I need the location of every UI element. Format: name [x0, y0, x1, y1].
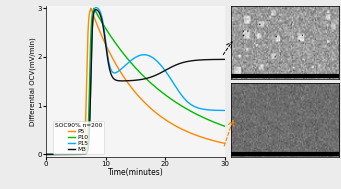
P5 — [89, 7, 93, 9]
P5 — [62, 153, 66, 156]
P5 — [184, 130, 188, 132]
P15 — [223, 109, 227, 112]
P15 — [187, 102, 191, 104]
M3 — [123, 80, 127, 82]
Line: P5: P5 — [46, 8, 225, 154]
M3 — [187, 60, 191, 62]
M3 — [94, 9, 98, 11]
P15 — [184, 99, 188, 101]
P15 — [44, 153, 48, 156]
M3 — [117, 80, 121, 82]
P5 — [44, 153, 48, 156]
P5 — [123, 78, 127, 80]
X-axis label: Time(minutes): Time(minutes) — [108, 168, 163, 177]
P5 — [223, 142, 227, 145]
P15 — [62, 153, 66, 156]
M3 — [167, 67, 171, 69]
P15 — [117, 70, 121, 72]
Line: P10: P10 — [46, 8, 225, 154]
P10 — [187, 109, 191, 111]
P10 — [184, 107, 188, 110]
Line: P15: P15 — [46, 8, 225, 154]
P15 — [123, 64, 127, 67]
P5 — [187, 131, 191, 134]
P10 — [44, 153, 48, 156]
P10 — [92, 7, 96, 9]
P10 — [223, 125, 227, 127]
P10 — [62, 153, 66, 156]
P10 — [117, 46, 121, 48]
P10 — [123, 55, 127, 57]
M3 — [44, 153, 48, 156]
M3 — [184, 61, 188, 63]
P10 — [167, 97, 171, 99]
M3 — [223, 58, 227, 60]
Y-axis label: Differential OCV(mV/min): Differential OCV(mV/min) — [29, 37, 36, 126]
P5 — [117, 68, 121, 70]
Legend: P5, P10, P15, M3: P5, P10, P15, M3 — [53, 121, 104, 154]
P5 — [167, 121, 171, 123]
Line: M3: M3 — [46, 10, 225, 154]
M3 — [62, 153, 66, 156]
P15 — [94, 6, 98, 9]
P15 — [167, 75, 171, 78]
